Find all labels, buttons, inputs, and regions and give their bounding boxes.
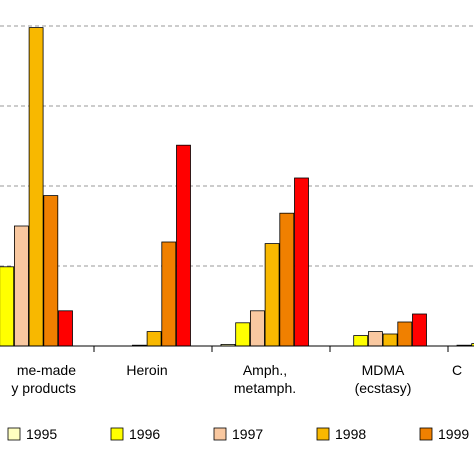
bar: [13, 225, 29, 347]
legend-swatch: [110, 427, 124, 441]
legend-swatch: [7, 427, 21, 441]
x-tick-label: metamph.: [234, 380, 296, 396]
legend-swatch: [419, 427, 433, 441]
legend-label: 1996: [129, 426, 160, 442]
legend-label: 1998: [335, 426, 366, 442]
legend-label: 1997: [232, 426, 263, 442]
bar: [264, 243, 280, 347]
legend-swatch: [213, 427, 227, 441]
bar: [412, 313, 427, 347]
bar: [294, 177, 309, 347]
bar: [397, 321, 413, 347]
bar: [176, 144, 191, 347]
legend-label: 1995: [26, 426, 57, 442]
legend-label: 1999: [438, 426, 469, 442]
bar: [43, 195, 59, 347]
bar: [249, 310, 265, 347]
bar: [353, 335, 369, 347]
bar: [279, 212, 295, 347]
bar: [161, 241, 177, 347]
bar: [0, 266, 15, 347]
bar: [28, 27, 44, 347]
bar: [382, 333, 398, 347]
x-tick-label: MDMA: [362, 362, 405, 378]
bar: [367, 331, 383, 347]
bar: [471, 343, 474, 347]
x-tick-label: C: [452, 362, 462, 378]
x-tick-label: Heroin: [126, 362, 167, 378]
x-tick-label: (ecstasy): [355, 380, 412, 396]
bar: [235, 322, 251, 347]
x-tick-label: y products: [11, 380, 76, 396]
x-tick-label: me-made: [17, 362, 76, 378]
bar: [58, 310, 73, 347]
legend-swatch: [316, 427, 330, 441]
x-tick-label: Amph.,: [243, 362, 287, 378]
bar: [146, 331, 162, 347]
